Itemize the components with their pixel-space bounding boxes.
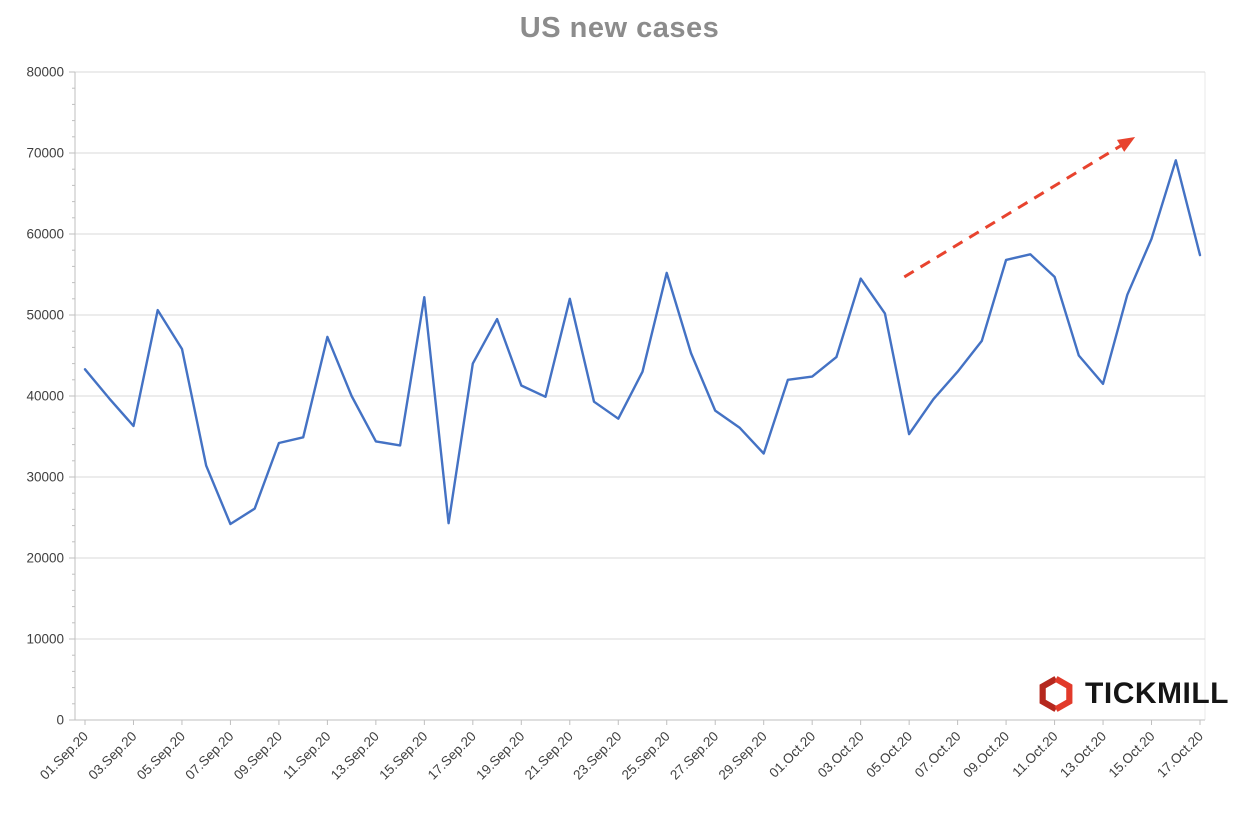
svg-text:01.Sep.20: 01.Sep.20: [37, 729, 91, 783]
tickmill-logo-icon: [1039, 676, 1073, 712]
svg-text:23.Sep.20: 23.Sep.20: [570, 729, 624, 783]
svg-text:21.Sep.20: 21.Sep.20: [522, 729, 576, 783]
svg-text:07.Oct.20: 07.Oct.20: [912, 729, 964, 781]
svg-text:09.Oct.20: 09.Oct.20: [960, 729, 1012, 781]
svg-text:40000: 40000: [26, 389, 64, 404]
svg-text:29.Sep.20: 29.Sep.20: [716, 729, 770, 783]
svg-text:01.Oct.20: 01.Oct.20: [766, 729, 818, 781]
svg-text:20000: 20000: [26, 551, 64, 566]
svg-text:15.Oct.20: 15.Oct.20: [1106, 729, 1158, 781]
tickmill-logo: TICKMILL: [1036, 674, 1229, 714]
svg-text:17.Sep.20: 17.Sep.20: [425, 729, 479, 783]
svg-text:13.Sep.20: 13.Sep.20: [328, 729, 382, 783]
svg-text:11.Sep.20: 11.Sep.20: [280, 729, 333, 782]
svg-text:0: 0: [56, 713, 64, 728]
chart-title: US new cases: [519, 12, 720, 44]
svg-text:80000: 80000: [26, 65, 64, 80]
svg-text:17.Oct.20: 17.Oct.20: [1154, 729, 1206, 781]
svg-text:07.Sep.20: 07.Sep.20: [182, 729, 236, 783]
svg-text:03.Sep.20: 03.Sep.20: [85, 729, 139, 783]
svg-text:19.Sep.20: 19.Sep.20: [473, 729, 527, 783]
svg-text:25.Sep.20: 25.Sep.20: [619, 729, 673, 783]
svg-text:05.Oct.20: 05.Oct.20: [863, 729, 915, 781]
svg-text:05.Sep.20: 05.Sep.20: [134, 729, 188, 783]
svg-text:30000: 30000: [26, 470, 64, 485]
svg-text:50000: 50000: [26, 308, 64, 323]
svg-text:60000: 60000: [26, 227, 64, 242]
svg-text:13.Oct.20: 13.Oct.20: [1057, 729, 1109, 781]
svg-text:10000: 10000: [26, 632, 64, 647]
svg-text:03.Oct.20: 03.Oct.20: [815, 729, 867, 781]
svg-text:27.Sep.20: 27.Sep.20: [667, 729, 721, 783]
svg-text:70000: 70000: [26, 146, 64, 161]
svg-text:15.Sep.20: 15.Sep.20: [376, 729, 430, 783]
svg-text:09.Sep.20: 09.Sep.20: [231, 729, 285, 783]
tickmill-logo-text: TICKMILL: [1085, 677, 1229, 710]
svg-text:11.Oct.20: 11.Oct.20: [1009, 729, 1060, 780]
